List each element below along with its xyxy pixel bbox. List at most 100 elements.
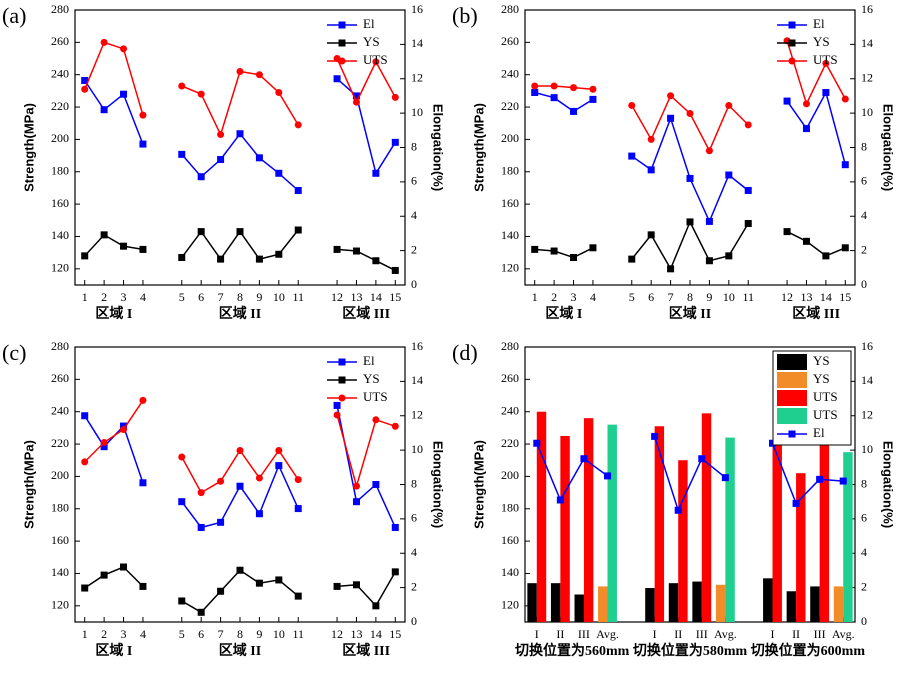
x-tick-label: 2 <box>101 290 107 304</box>
y2-tick-label: 16 <box>411 2 423 16</box>
x-tick-label: 7 <box>218 290 224 304</box>
point <box>570 107 578 115</box>
point <box>816 475 824 483</box>
x-tick-label: 15 <box>389 627 401 641</box>
legend-label: El <box>813 425 825 440</box>
legend-marker <box>338 394 346 402</box>
x-tick-label: 6 <box>648 290 654 304</box>
y-tick-label: 200 <box>51 131 69 145</box>
point <box>294 505 302 513</box>
panel-label: (a) <box>2 3 26 28</box>
group-label: 区域 III <box>342 305 390 322</box>
point <box>725 171 733 179</box>
point <box>628 255 636 263</box>
y-tick-label: 180 <box>51 501 69 515</box>
legend-swatch <box>777 390 807 406</box>
x-tick-label: 10 <box>273 627 285 641</box>
point <box>372 58 380 66</box>
point <box>178 82 186 90</box>
point <box>686 218 694 226</box>
x-tick-label: 13 <box>350 290 362 304</box>
point <box>839 477 847 485</box>
legend-marker <box>788 430 796 438</box>
y2-tick-label: 8 <box>861 139 867 153</box>
point <box>372 481 380 488</box>
point <box>81 584 89 592</box>
x-tick-label: 12 <box>331 627 343 641</box>
x-tick-label: 15 <box>389 290 401 304</box>
y2-tick-label: 12 <box>411 408 423 422</box>
point <box>294 476 302 484</box>
y-tick-label: 280 <box>501 2 519 16</box>
point <box>651 432 659 440</box>
x-tick-label: 8 <box>687 290 693 304</box>
x-tick-label: III <box>814 627 826 641</box>
point <box>139 245 147 253</box>
point <box>841 244 849 252</box>
point <box>841 95 849 103</box>
panel: (c)Strength(MPa) Elongation(%)12014016018… <box>2 339 446 659</box>
y2-tick-label: 14 <box>861 373 873 387</box>
bar <box>550 583 561 622</box>
point <box>294 592 302 600</box>
bar <box>725 437 735 622</box>
x-tick-label: 4 <box>140 290 146 304</box>
point <box>822 252 830 260</box>
y-tick-label: 260 <box>51 371 69 385</box>
bar <box>668 583 679 622</box>
point <box>81 412 89 420</box>
y2-tick-label: 6 <box>411 511 417 525</box>
y-tick-label: 160 <box>501 196 519 210</box>
point <box>255 255 263 263</box>
point <box>178 498 186 506</box>
legend-swatch <box>777 372 807 388</box>
bar <box>715 584 726 622</box>
y-tick-label: 180 <box>51 164 69 178</box>
point <box>178 254 186 261</box>
point <box>255 510 263 518</box>
legend-label: UTS <box>813 389 838 404</box>
point <box>139 582 147 590</box>
point <box>255 154 263 162</box>
point <box>120 563 128 571</box>
legend-label: El <box>363 353 375 368</box>
point <box>197 489 205 497</box>
x-tick-label: 1 <box>532 290 538 304</box>
point <box>120 242 128 250</box>
y2-tick-label: 4 <box>861 545 867 559</box>
point <box>647 166 655 174</box>
bar <box>692 581 702 622</box>
x-tick-label: 3 <box>121 290 127 304</box>
y-tick-label: 180 <box>501 164 519 178</box>
bar <box>583 418 594 622</box>
y2-tick-label: 2 <box>861 242 867 256</box>
y-tick-label: 160 <box>501 533 519 547</box>
panel: (d)Strength(MPa) Elongation(%)12014016018… <box>452 339 896 659</box>
legend-marker <box>338 358 346 366</box>
point <box>120 90 128 98</box>
point <box>333 75 341 83</box>
y2-tick-label: 6 <box>411 174 417 188</box>
point <box>120 426 128 433</box>
legend-marker <box>338 21 346 29</box>
point <box>352 581 360 589</box>
x-tick-label: I <box>653 627 657 641</box>
point <box>178 150 186 158</box>
point <box>197 608 205 616</box>
point <box>792 499 800 507</box>
group-label: 切换位置为560mm <box>515 642 630 659</box>
point <box>255 71 263 79</box>
point <box>139 396 147 404</box>
group-label: 区域 II <box>219 305 261 322</box>
y-tick-label: 280 <box>501 339 519 353</box>
y2-axis-label: Elongation(%) <box>881 441 896 528</box>
point <box>217 131 225 139</box>
point <box>686 174 694 182</box>
bar <box>645 588 655 622</box>
bar <box>598 586 608 622</box>
line <box>534 220 846 271</box>
x-tick-label: 14 <box>370 290 382 304</box>
point <box>550 94 558 102</box>
x-tick-label: 7 <box>218 627 224 641</box>
point <box>550 247 558 255</box>
